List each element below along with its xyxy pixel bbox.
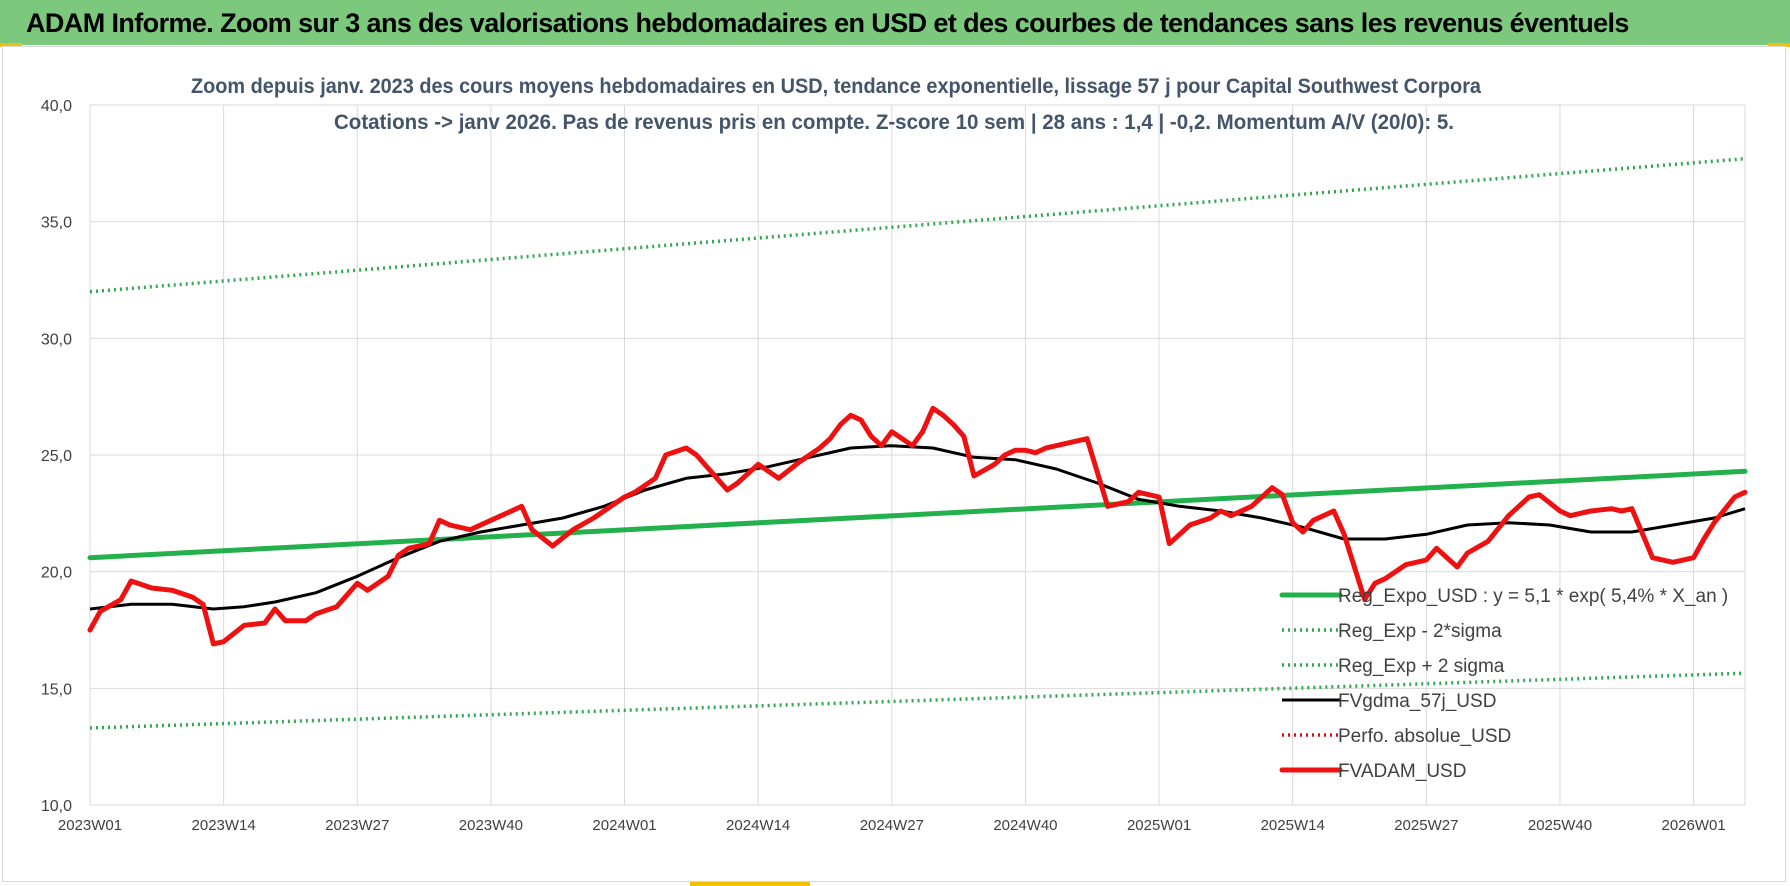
series-line-reg-expo-usd-0 <box>87 468 1748 561</box>
series-line-fvadam-usd-5 <box>87 405 1748 647</box>
report-title: ADAM Informe. Zoom sur 3 ans des valoris… <box>26 8 1629 38</box>
chart-title-line-2: Cotations -> janv 2026. Pas de revenus p… <box>334 111 1454 134</box>
y-tick-label: 10,0 <box>41 798 72 815</box>
y-tick-label: 25,0 <box>41 448 72 465</box>
series-line-reg-exp-1 <box>89 671 1746 730</box>
x-tick-label: 2024W01 <box>592 817 656 834</box>
legend-label: Reg_Exp - 2*sigma <box>1338 621 1502 642</box>
chart-series <box>87 156 1748 730</box>
x-tick-label: 2024W14 <box>726 817 790 834</box>
legend-label: FVgdma_57j_USD <box>1338 691 1496 712</box>
x-tick-label: 2026W01 <box>1661 817 1725 834</box>
y-tick-label: 20,0 <box>41 565 72 582</box>
series-line-reg-exp-2 <box>89 156 1746 294</box>
x-tick-label: 2023W01 <box>58 817 122 834</box>
y-tick-label: 40,0 <box>41 98 72 115</box>
chart-frame <box>2 46 1786 882</box>
chart-titles: Zoom depuis janv. 2023 des cours moyens … <box>191 75 1481 134</box>
x-tick-label: 2023W14 <box>192 817 256 834</box>
chart-title-line-1: Zoom depuis janv. 2023 des cours moyens … <box>191 75 1481 98</box>
chart-grid <box>89 104 1746 806</box>
report-header: ADAM Informe. Zoom sur 3 ans des valoris… <box>0 0 1790 45</box>
x-tick-label: 2025W40 <box>1528 817 1592 834</box>
y-tick-label: 15,0 <box>41 681 72 698</box>
x-tick-label: 2023W27 <box>325 817 389 834</box>
x-tick-label: 2025W27 <box>1394 817 1458 834</box>
legend-label: Reg_Expo_USD : y = 5,1 * exp( 5,4% * X_a… <box>1338 586 1728 607</box>
x-tick-label: 2023W40 <box>459 817 523 834</box>
legend-label: FVADAM_USD <box>1338 761 1466 782</box>
header-accent-left <box>0 43 22 47</box>
chart-legend: Reg_Expo_USD : y = 5,1 * exp( 5,4% * X_a… <box>1279 586 1728 782</box>
x-tick-label: 2024W40 <box>993 817 1057 834</box>
y-tick-label: 35,0 <box>41 215 72 232</box>
y-tick-label: 30,0 <box>41 331 72 348</box>
x-tick-label: 2025W14 <box>1261 817 1325 834</box>
legend-label: Perfo. absolue_USD <box>1338 726 1511 747</box>
x-tick-label: 2024W27 <box>860 817 924 834</box>
legend-label: Reg_Exp + 2 sigma <box>1338 656 1505 677</box>
chart-axes: 10,0 15,0 20,0 25,0 30,0 35,0 40,0 2023W01 2023W… <box>41 98 1726 834</box>
bottom-accent <box>690 882 810 886</box>
header-accent-right <box>1768 43 1790 47</box>
x-tick-label: 2025W01 <box>1127 817 1191 834</box>
